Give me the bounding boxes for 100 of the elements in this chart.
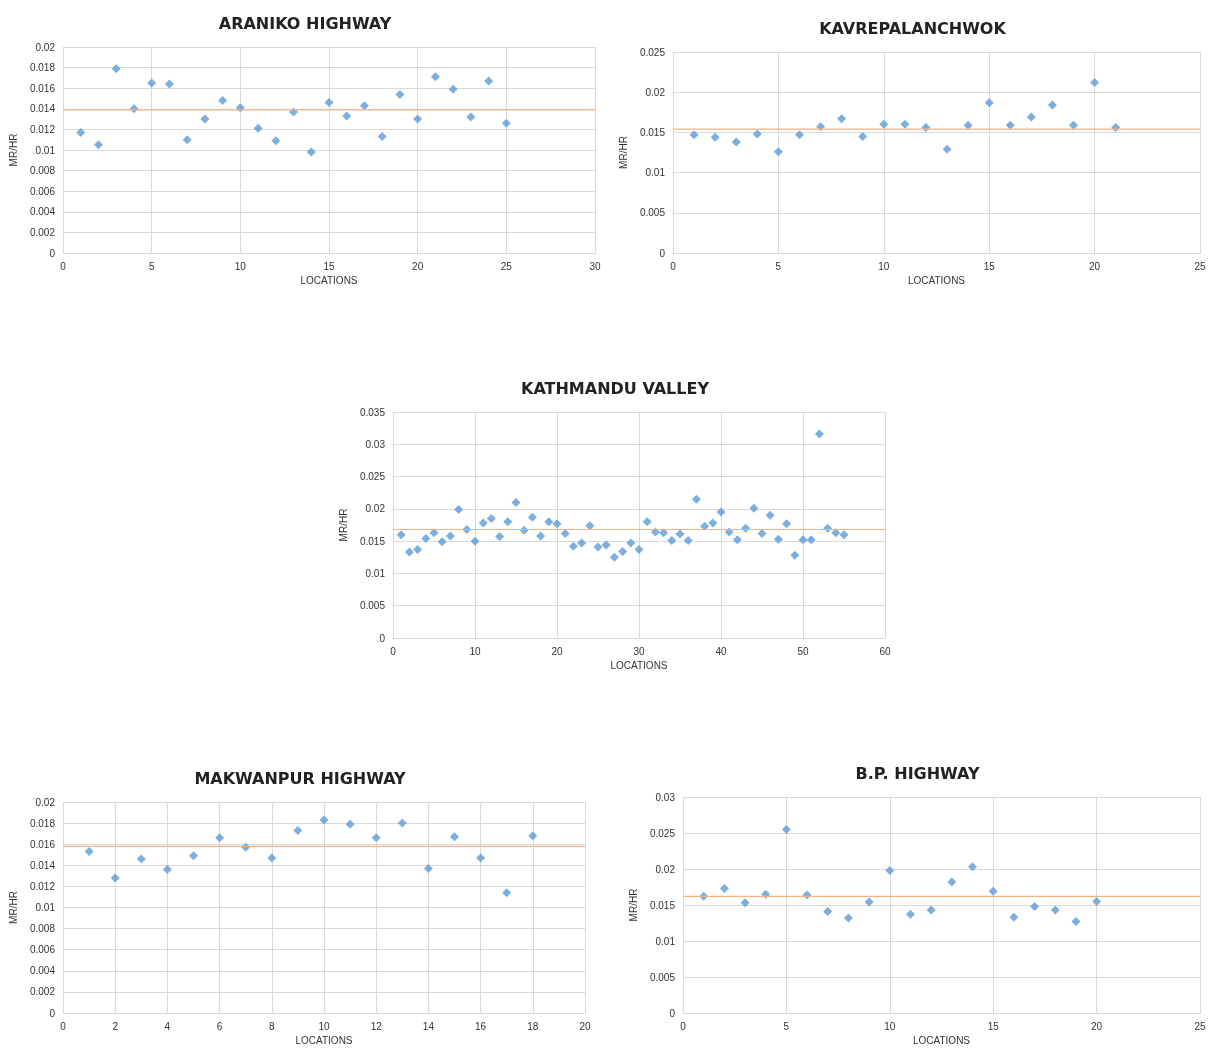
point: [342, 111, 352, 121]
point: [421, 534, 431, 544]
x-tick-label: 20: [579, 1020, 591, 1032]
y-tick-label: 0.006: [29, 185, 56, 197]
point: [719, 883, 729, 893]
point: [593, 542, 603, 552]
x-tick-label: 20: [551, 645, 563, 657]
point: [837, 114, 847, 124]
point: [1030, 901, 1040, 911]
point: [1069, 120, 1079, 130]
point: [781, 824, 791, 834]
y-tick-label: 0: [49, 247, 56, 259]
y-tick-label: 0.02: [645, 86, 666, 98]
point: [700, 521, 710, 531]
point: [710, 132, 720, 142]
point: [942, 144, 952, 154]
point: [947, 877, 957, 887]
point: [93, 140, 103, 150]
chart-title: KAVREPALANCHWOK: [819, 18, 1007, 38]
point: [773, 534, 783, 544]
x-tick-label: 0: [680, 1020, 687, 1032]
point: [430, 72, 440, 82]
point: [536, 531, 546, 541]
point: [1050, 905, 1060, 915]
y-tick-label: 0.03: [365, 438, 386, 450]
x-tick-label: 10: [318, 1020, 330, 1032]
point: [1092, 896, 1102, 906]
point: [448, 84, 458, 94]
point: [642, 517, 652, 527]
x-tick-label: 15: [983, 260, 996, 272]
y-tick-label: 0.015: [359, 535, 386, 547]
point: [110, 873, 120, 883]
y-tick-label: 0: [669, 1007, 676, 1019]
x-tick-label: 25: [1194, 1020, 1206, 1032]
point: [476, 853, 486, 863]
chart-title: KATHMANDU VALLEY: [521, 378, 710, 398]
point: [831, 528, 841, 538]
x-tick-label: 25: [1194, 260, 1206, 272]
y-axis-title: MR/HR: [337, 508, 349, 542]
y-tick-label: 0.025: [639, 46, 666, 58]
y-tick-label: 0.006: [29, 944, 56, 956]
point: [450, 832, 459, 842]
point: [691, 494, 701, 504]
point: [773, 147, 783, 157]
point: [618, 546, 628, 556]
y-axis-title: MR/HR: [627, 888, 639, 922]
point: [359, 101, 369, 111]
y-tick-label: 0.004: [29, 206, 56, 218]
point: [147, 78, 157, 88]
point: [732, 535, 742, 545]
x-tick-label: 20: [412, 260, 424, 272]
point: [798, 535, 808, 545]
point: [189, 851, 198, 861]
point: [879, 119, 889, 129]
x-tick-label: 0: [60, 1020, 67, 1032]
point: [267, 853, 277, 863]
point: [162, 865, 172, 875]
x-axis-title: LOCATIONS: [295, 1035, 353, 1047]
y-tick-label: 0.01: [655, 935, 676, 947]
point: [731, 137, 741, 147]
x-tick-label: 5: [775, 260, 782, 272]
y-tick-label: 0.015: [649, 899, 676, 911]
y-axis-title: MR/HR: [7, 133, 19, 167]
point: [749, 503, 759, 513]
x-tick-label: 25: [500, 260, 513, 272]
y-tick-label: 0.035: [359, 406, 386, 418]
x-tick-label: 30: [633, 645, 645, 657]
point: [782, 519, 792, 529]
x-axis-title: LOCATIONS: [610, 660, 668, 672]
y-tick-label: 0.015: [639, 126, 666, 138]
point: [437, 537, 447, 547]
point: [858, 131, 868, 141]
y-tick-label: 0.008: [29, 923, 56, 935]
point: [484, 76, 494, 86]
point: [445, 531, 455, 541]
point: [926, 905, 936, 915]
y-tick-label: 0.02: [365, 503, 386, 515]
x-tick-label: 20: [1091, 1020, 1103, 1032]
point: [585, 521, 595, 531]
point: [839, 530, 849, 540]
x-axis-title: LOCATIONS: [300, 275, 358, 287]
y-tick-label: 0.014: [29, 103, 56, 115]
point: [1090, 78, 1100, 88]
y-tick-label: 0.025: [649, 827, 676, 839]
y-tick-label: 0.018: [29, 817, 56, 829]
x-tick-label: 10: [469, 645, 481, 657]
y-tick-label: 0.02: [35, 796, 56, 808]
point: [253, 123, 263, 133]
point: [413, 545, 423, 555]
y-tick-label: 0.01: [365, 567, 386, 579]
x-tick-label: 12: [370, 1020, 383, 1032]
point: [528, 831, 538, 841]
x-tick-label: 10: [884, 1020, 896, 1032]
point: [752, 129, 762, 139]
point: [486, 514, 496, 524]
point: [659, 528, 669, 538]
x-tick-label: 40: [715, 645, 727, 657]
point: [495, 532, 505, 542]
y-tick-label: 0.005: [639, 207, 666, 219]
y-tick-label: 0.004: [29, 965, 56, 977]
